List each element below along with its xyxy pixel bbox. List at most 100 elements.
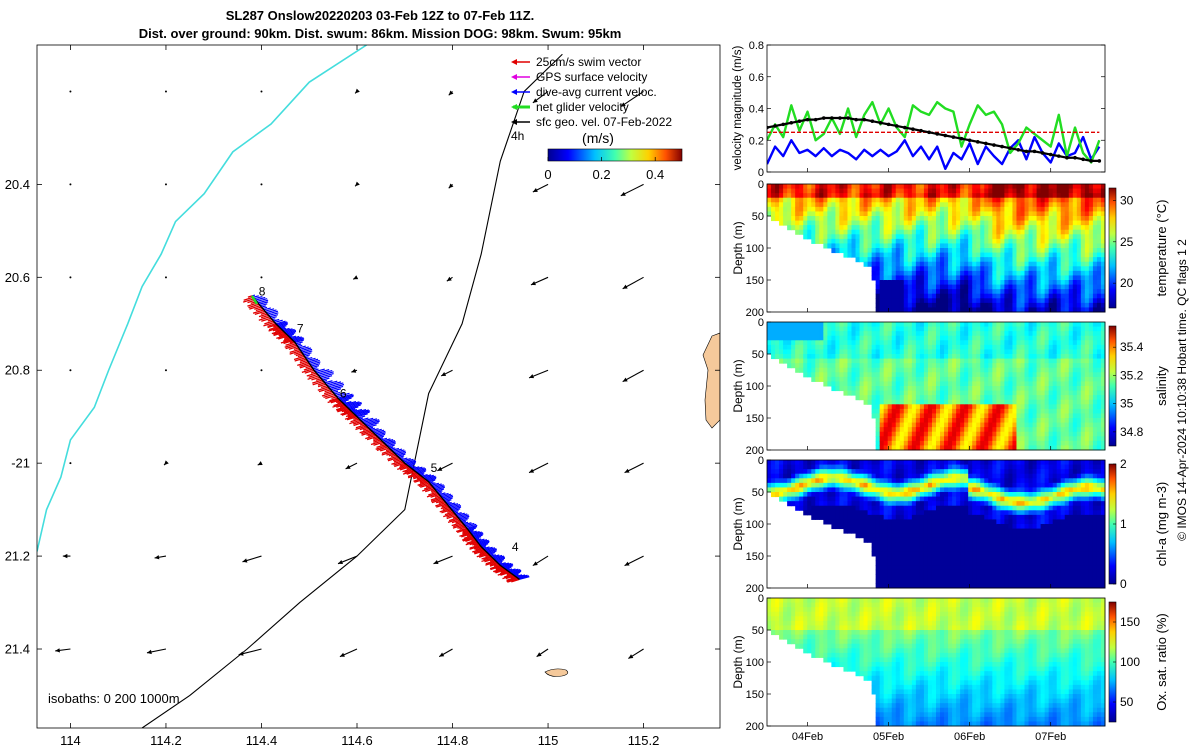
section-cell xyxy=(1044,270,1050,276)
section-cell xyxy=(956,381,961,387)
section-cell xyxy=(1024,238,1030,244)
section-cell xyxy=(783,188,788,194)
section-cell xyxy=(1024,243,1030,249)
section-cell xyxy=(1080,422,1086,428)
section-cell xyxy=(980,229,985,235)
section-cell xyxy=(976,335,981,341)
section-cell xyxy=(891,270,897,276)
section-cell xyxy=(1092,275,1098,281)
section-cell xyxy=(839,514,844,520)
section-cell xyxy=(1012,340,1017,346)
section-cell xyxy=(823,473,828,479)
section-cell xyxy=(1056,413,1062,419)
section-cell xyxy=(791,220,796,226)
geo-velocity-arrow xyxy=(448,183,454,189)
section-cell xyxy=(795,367,800,373)
section-cell xyxy=(948,413,953,419)
section-cell xyxy=(883,551,889,557)
section-cell xyxy=(879,206,885,212)
section-cell xyxy=(851,386,857,392)
section-cell xyxy=(875,238,881,244)
section-cell xyxy=(968,307,973,313)
section-cell xyxy=(875,381,881,387)
section-cell xyxy=(803,184,808,190)
section-cell xyxy=(1076,188,1082,194)
section-cell xyxy=(988,326,993,332)
section-cell xyxy=(907,229,913,235)
section-cell xyxy=(911,482,917,488)
section-cell xyxy=(1072,307,1078,313)
section-cell xyxy=(1024,229,1030,235)
section-cell xyxy=(1060,399,1066,405)
section-cell xyxy=(871,354,877,360)
section-cell xyxy=(863,193,869,199)
section-cell xyxy=(907,560,913,566)
section-cell xyxy=(831,358,836,364)
section-cell xyxy=(847,367,852,373)
section-cell xyxy=(839,322,844,328)
section-cell xyxy=(940,556,945,562)
section-cell xyxy=(1064,188,1070,194)
section-cell xyxy=(835,510,840,516)
section-cell xyxy=(887,478,893,484)
section-cell xyxy=(867,335,873,341)
section-cell xyxy=(944,413,949,419)
section-cell xyxy=(1072,289,1078,295)
section-cell xyxy=(952,335,957,341)
section-cell xyxy=(831,524,836,530)
section-cell xyxy=(1016,322,1021,328)
section-cell xyxy=(927,206,933,212)
section-cell xyxy=(911,322,917,328)
section-cell xyxy=(972,307,977,313)
section-cell xyxy=(1044,354,1050,360)
section-cell xyxy=(799,335,804,341)
section-cell xyxy=(855,528,861,534)
section-cell xyxy=(911,302,917,308)
section-cell xyxy=(911,431,917,437)
section-cell xyxy=(968,335,973,341)
section-cell xyxy=(903,386,909,392)
section-cell xyxy=(899,478,905,484)
section-cell xyxy=(931,482,937,488)
section-cell xyxy=(1048,197,1054,203)
section-cell xyxy=(1052,275,1058,281)
section-cell xyxy=(911,293,917,299)
section-cell xyxy=(787,193,792,199)
section-cell xyxy=(819,496,824,502)
section-cell xyxy=(952,252,957,258)
section-cell xyxy=(791,206,796,212)
section-cell xyxy=(1072,335,1078,341)
section-cell xyxy=(871,395,877,401)
section-cell xyxy=(1080,252,1086,258)
section-cell xyxy=(952,445,957,451)
section-cell xyxy=(915,464,921,470)
section-cell xyxy=(940,284,945,290)
section-cell xyxy=(839,367,844,373)
section-cell xyxy=(911,243,917,249)
section-cell xyxy=(980,431,985,437)
section-cell xyxy=(952,565,957,571)
section-cell xyxy=(851,188,857,194)
section-cell xyxy=(1096,436,1102,442)
section-cell xyxy=(1088,284,1094,290)
section-cell xyxy=(1052,445,1058,451)
section-cell xyxy=(1044,322,1050,328)
geo-velocity-arrow xyxy=(446,276,453,282)
section-cell xyxy=(1088,243,1094,249)
section-cell xyxy=(875,298,881,304)
section-cell xyxy=(843,492,848,498)
section-cell xyxy=(903,460,909,466)
section-cell xyxy=(895,427,901,433)
section-cell xyxy=(783,464,788,470)
section-cell xyxy=(948,524,953,530)
section-cell xyxy=(1056,193,1062,199)
section-cell xyxy=(960,358,965,364)
section-cell xyxy=(887,551,893,557)
section-cell xyxy=(960,206,965,212)
section-cell xyxy=(1000,354,1005,360)
section-cell xyxy=(984,261,989,267)
section-cell xyxy=(1012,349,1017,355)
section-cell xyxy=(1040,386,1046,392)
section-cell xyxy=(927,197,933,203)
